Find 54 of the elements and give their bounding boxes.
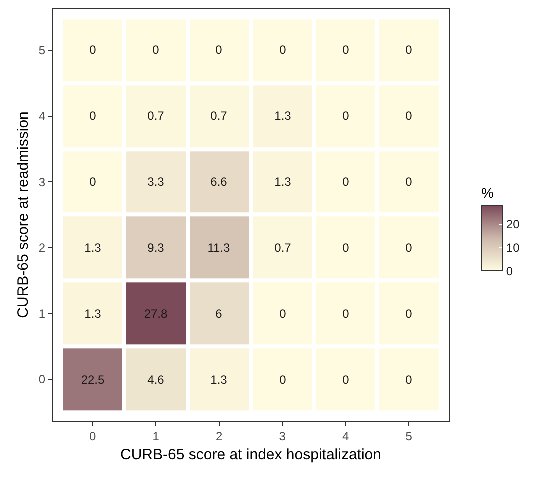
data-label: 0.7 <box>274 241 292 256</box>
data-label: 0 <box>406 373 413 388</box>
data-label: 1.3 <box>274 109 292 124</box>
y-tick-label: 3 <box>38 175 46 190</box>
data-label: 0 <box>90 109 97 124</box>
data-label: 0 <box>342 241 350 256</box>
data-label: 0 <box>342 109 350 124</box>
data-label: 0 <box>406 43 413 58</box>
data-label: 0 <box>152 43 160 58</box>
x-tick-label: 5 <box>406 429 413 444</box>
data-label: 0 <box>90 175 97 190</box>
data-label: 0 <box>406 175 413 190</box>
x-tick-label: 0 <box>90 429 97 444</box>
data-label: 4.6 <box>148 373 165 388</box>
data-label: 0 <box>406 109 413 124</box>
y-tick-label: 4 <box>38 109 46 124</box>
data-label: 27.8 <box>144 307 168 322</box>
x-axis-title: CURB-65 score at index hospitalization <box>120 446 382 464</box>
y-tick-label: 0 <box>38 372 46 387</box>
y-tick-label: 2 <box>38 241 46 256</box>
data-label: 9.3 <box>148 241 165 256</box>
data-label: 1.3 <box>274 175 292 190</box>
y-tick-label: 5 <box>38 44 46 58</box>
data-label: 1.3 <box>84 307 102 322</box>
data-label: 0 <box>406 307 413 322</box>
x-tick-label: 1 <box>152 429 160 444</box>
x-tick-label: 4 <box>342 429 350 444</box>
data-label: 0 <box>280 43 287 58</box>
data-label: 0.7 <box>210 109 228 124</box>
color-bar-label: 20 <box>506 218 520 232</box>
y-axis-title: CURB-65 score at readmission <box>15 112 32 318</box>
data-label: 3.3 <box>148 175 165 190</box>
data-label: 0 <box>280 373 287 388</box>
data-label: 0 <box>342 43 350 58</box>
color-bar-label: 10 <box>506 241 520 256</box>
data-label: 0 <box>342 307 350 322</box>
data-label: 0 <box>342 175 350 190</box>
color-bar-label: 0 <box>506 264 514 278</box>
color-bar-title: % <box>481 185 494 202</box>
data-label: 1.3 <box>210 373 228 388</box>
data-label: 0 <box>406 241 413 256</box>
data-label: 6.6 <box>210 175 228 190</box>
data-label: 0 <box>280 307 287 322</box>
data-label: 0 <box>90 43 97 58</box>
y-tick-label: 1 <box>38 306 46 321</box>
x-tick-label: 3 <box>279 429 286 444</box>
x-tick-label: 2 <box>216 429 224 444</box>
data-label: 11.3 <box>208 241 231 256</box>
data-label: 0 <box>216 43 223 58</box>
data-label: 22.5 <box>81 373 105 388</box>
data-label: 1.3 <box>84 241 102 256</box>
data-label: 0.7 <box>148 109 165 124</box>
data-label: 0 <box>342 373 350 388</box>
data-label: 6 <box>216 307 223 322</box>
